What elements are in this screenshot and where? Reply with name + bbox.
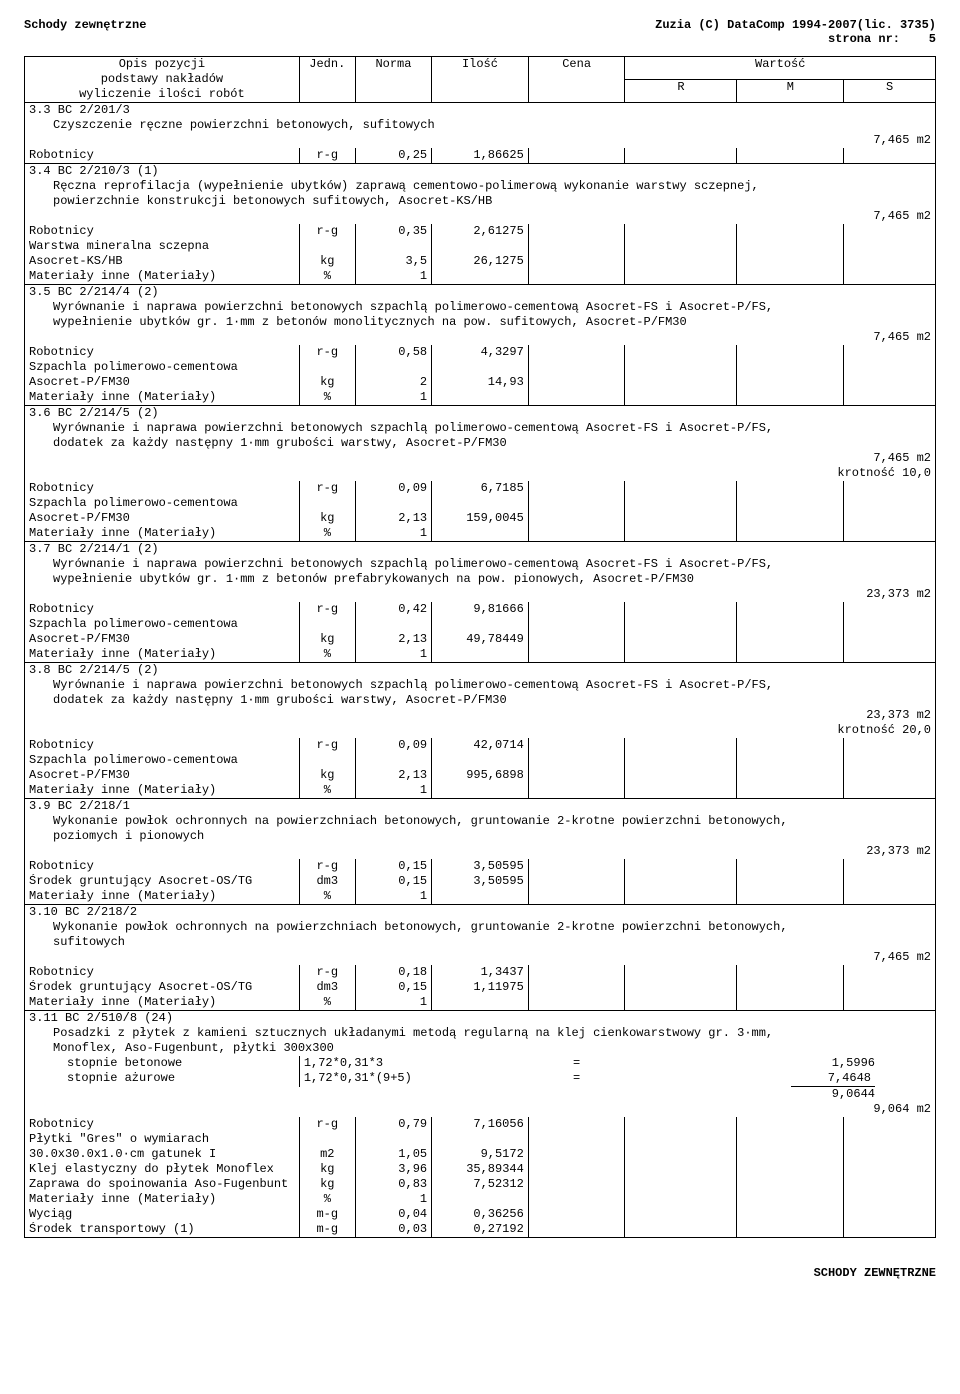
- row-3.4-code: 3.4 BC 2/210/3 (1): [25, 164, 936, 180]
- th-cena: Cena: [528, 57, 625, 103]
- row-3.3-code: 3.3 BC 2/201/3: [25, 103, 936, 119]
- calc-row-2: stopnie ażurowe 1,72*0,31*(9+5) = 7,4648: [25, 1071, 936, 1087]
- table-header-row1: Opis pozycji podstawy nakładów wyliczeni…: [25, 57, 936, 80]
- row-3.4-robot: Robotnicyr-g0,352,61275: [25, 224, 936, 239]
- calc-row-1: stopnie betonowe 1,72*0,31*3 = 1,5996: [25, 1056, 936, 1071]
- header-left: Schody zewnętrzne: [24, 18, 146, 32]
- th-opis2: podstawy nakładów: [101, 72, 223, 86]
- th-opis1: Opis pozycji: [119, 57, 205, 71]
- page-footer: SCHODY ZEWNĘTRZNE: [24, 1266, 936, 1280]
- th-wartosc: Wartość: [625, 57, 936, 80]
- th-norma: Norma: [355, 57, 431, 103]
- th-s: S: [844, 80, 936, 103]
- th-r: R: [625, 80, 737, 103]
- page-header: Schody zewnętrzne Zuzia (C) DataComp 199…: [24, 18, 936, 32]
- row-3.3-desc: Czyszczenie ręczne powierzchni betonowyc…: [25, 118, 936, 133]
- th-opis3: wyliczenie ilości robót: [79, 87, 245, 101]
- row-3.3-robot: Robotnicy r-g 0,25 1,86625: [25, 148, 936, 164]
- row-3.3-qty: 7,465 m2: [25, 133, 936, 148]
- th-jedn: Jedn.: [299, 57, 355, 103]
- th-ilosc: Ilość: [432, 57, 529, 103]
- header-page: strona nr: 5: [24, 32, 936, 46]
- header-right: Zuzia (C) DataComp 1994-2007(lic. 3735): [655, 18, 936, 32]
- th-m: M: [737, 80, 844, 103]
- cost-table: Opis pozycji podstawy nakładów wyliczeni…: [24, 56, 936, 1238]
